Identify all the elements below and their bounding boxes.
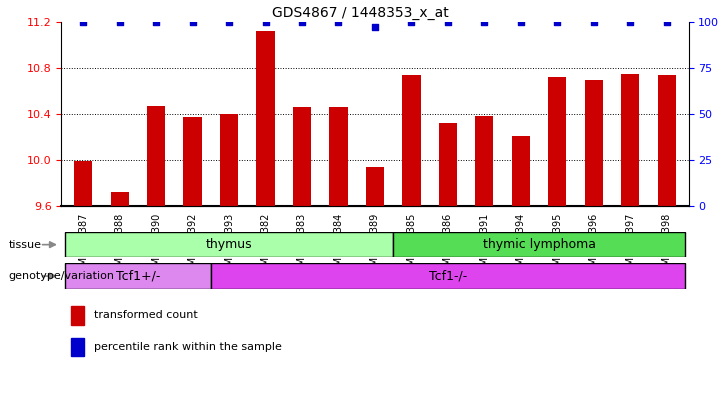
Point bbox=[224, 18, 235, 25]
Point bbox=[515, 18, 526, 25]
Bar bbox=[621, 73, 640, 206]
Text: GDS4867 / 1448353_x_at: GDS4867 / 1448353_x_at bbox=[272, 6, 449, 20]
Bar bbox=[439, 123, 457, 206]
Text: Tcf1-/-: Tcf1-/- bbox=[429, 270, 467, 283]
Bar bbox=[71, 338, 84, 356]
Point bbox=[260, 18, 271, 25]
Bar bbox=[257, 31, 275, 206]
Point bbox=[588, 18, 599, 25]
Text: tissue: tissue bbox=[9, 240, 42, 250]
Bar bbox=[585, 81, 603, 206]
Text: percentile rank within the sample: percentile rank within the sample bbox=[94, 342, 282, 352]
Bar bbox=[366, 167, 384, 206]
Point bbox=[479, 18, 490, 25]
Bar bbox=[293, 107, 311, 206]
Point bbox=[187, 18, 198, 25]
Text: transformed count: transformed count bbox=[94, 310, 198, 320]
Bar bbox=[65, 263, 211, 289]
Text: Tcf1+/-: Tcf1+/- bbox=[115, 270, 160, 283]
Bar bbox=[548, 77, 567, 206]
Point bbox=[332, 18, 344, 25]
Bar bbox=[658, 75, 676, 206]
Bar bbox=[211, 263, 685, 289]
Point bbox=[369, 24, 381, 30]
Bar bbox=[475, 116, 493, 206]
Text: genotype/variation: genotype/variation bbox=[9, 271, 115, 281]
Bar bbox=[65, 232, 393, 257]
Point bbox=[151, 18, 162, 25]
Text: thymus: thymus bbox=[205, 238, 252, 251]
Point bbox=[552, 18, 563, 25]
Point bbox=[406, 18, 417, 25]
Bar bbox=[183, 118, 202, 206]
Point bbox=[77, 18, 89, 25]
Text: thymic lymphoma: thymic lymphoma bbox=[482, 238, 596, 251]
Bar bbox=[220, 114, 238, 206]
Point bbox=[661, 18, 673, 25]
Point bbox=[624, 18, 636, 25]
Bar bbox=[402, 75, 420, 206]
Bar bbox=[71, 306, 84, 325]
Bar bbox=[74, 161, 92, 206]
Bar bbox=[512, 136, 530, 206]
Bar bbox=[110, 193, 129, 206]
Bar bbox=[393, 232, 685, 257]
Bar bbox=[329, 107, 348, 206]
Bar bbox=[147, 106, 165, 206]
Point bbox=[442, 18, 454, 25]
Point bbox=[114, 18, 125, 25]
Point bbox=[296, 18, 308, 25]
